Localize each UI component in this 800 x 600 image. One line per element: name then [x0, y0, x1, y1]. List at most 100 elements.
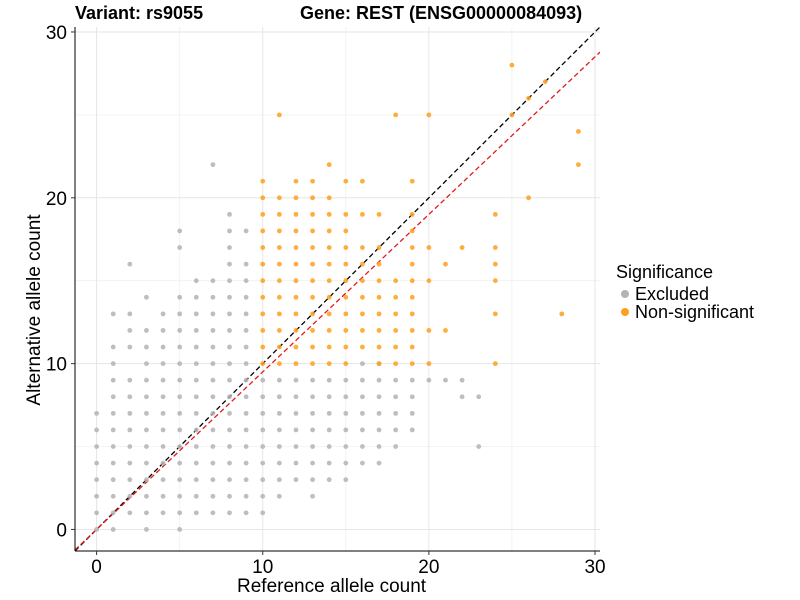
point-non-significant [360, 344, 365, 350]
point-non-significant [376, 344, 382, 350]
point-excluded [243, 394, 249, 400]
x-tick-label: 20 [418, 557, 439, 578]
point-excluded [127, 427, 133, 433]
point-non-significant [360, 311, 365, 317]
point-excluded [127, 493, 133, 499]
point-excluded [144, 493, 149, 499]
point-non-significant [310, 261, 315, 267]
point-excluded [127, 311, 133, 317]
point-excluded [326, 427, 332, 433]
point-excluded [177, 460, 183, 466]
point-excluded [376, 444, 382, 449]
point-excluded [260, 377, 266, 383]
point-excluded [227, 394, 232, 400]
point-non-significant [376, 328, 382, 333]
point-non-significant [310, 361, 315, 367]
point-non-significant [492, 278, 498, 284]
point-excluded [110, 444, 116, 449]
point-non-significant [426, 361, 432, 367]
point-non-significant [443, 261, 448, 267]
point-excluded [94, 493, 99, 499]
legend-title: Significance [616, 262, 714, 282]
point-non-significant [310, 228, 315, 234]
point-non-significant [276, 228, 282, 234]
point-excluded [193, 377, 199, 383]
point-excluded [360, 427, 365, 433]
point-excluded [243, 261, 249, 267]
point-excluded [127, 394, 133, 400]
point-non-significant [426, 112, 432, 118]
point-excluded [144, 477, 149, 483]
legend-marker-excluded [621, 290, 629, 298]
point-excluded [243, 228, 249, 234]
point-excluded [210, 493, 216, 499]
point-excluded [393, 377, 399, 383]
point-non-significant [426, 245, 432, 250]
point-non-significant [326, 261, 332, 267]
point-excluded [227, 427, 232, 433]
point-non-significant [343, 311, 349, 317]
point-excluded [243, 460, 249, 466]
point-non-significant [260, 261, 266, 267]
point-non-significant [376, 361, 382, 367]
point-excluded [393, 427, 399, 433]
point-non-significant [326, 294, 332, 300]
point-excluded [210, 477, 216, 483]
point-excluded [243, 278, 249, 284]
point-excluded [276, 444, 282, 449]
point-excluded [243, 493, 249, 499]
point-non-significant [260, 228, 266, 234]
point-excluded [144, 294, 149, 300]
point-excluded [210, 444, 216, 449]
point-excluded [227, 344, 232, 350]
point-excluded [310, 477, 315, 483]
point-excluded [127, 261, 133, 267]
point-excluded [160, 377, 166, 383]
point-excluded [210, 377, 216, 383]
point-excluded [177, 377, 183, 383]
point-excluded [409, 427, 415, 433]
point-excluded [177, 311, 183, 317]
point-excluded [193, 510, 199, 516]
point-excluded [177, 228, 183, 234]
point-excluded [193, 311, 199, 317]
point-non-significant [409, 328, 415, 333]
reference-lines [75, 27, 600, 551]
point-excluded [110, 527, 116, 532]
point-non-significant [426, 328, 432, 333]
point-excluded [476, 394, 482, 400]
point-excluded [144, 460, 149, 466]
point-excluded [210, 311, 216, 317]
point-excluded [210, 394, 216, 400]
point-non-significant [276, 278, 282, 284]
point-excluded [193, 410, 199, 416]
point-excluded [144, 410, 149, 416]
point-non-significant [343, 178, 349, 184]
point-excluded [409, 377, 415, 383]
point-excluded [127, 410, 133, 416]
point-non-significant [409, 178, 415, 184]
point-excluded [227, 493, 232, 499]
point-non-significant [376, 294, 382, 300]
point-excluded [127, 328, 133, 333]
point-excluded [360, 394, 365, 400]
point-excluded [210, 510, 216, 516]
point-non-significant [409, 294, 415, 300]
point-excluded [227, 311, 232, 317]
point-excluded [227, 328, 232, 333]
point-non-significant [393, 112, 399, 118]
point-non-significant [276, 112, 282, 118]
point-excluded [227, 261, 232, 267]
point-excluded [193, 361, 199, 367]
point-excluded [243, 344, 249, 350]
point-excluded [127, 444, 133, 449]
point-non-significant [409, 228, 415, 234]
point-excluded [160, 410, 166, 416]
point-excluded [443, 377, 448, 383]
point-non-significant [376, 261, 382, 267]
point-excluded [243, 311, 249, 317]
point-non-significant [343, 294, 349, 300]
point-excluded [243, 477, 249, 483]
point-excluded [210, 162, 216, 168]
point-excluded [426, 377, 432, 383]
